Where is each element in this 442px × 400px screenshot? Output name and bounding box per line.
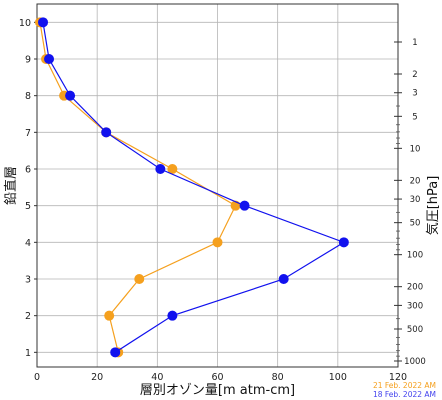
x-tick-label: 120 <box>389 372 407 383</box>
series-2-point <box>44 54 55 64</box>
series-1-point <box>212 237 223 248</box>
pressure-tick-label: 1 <box>412 38 417 48</box>
pressure-tick-label: 2 <box>412 70 417 80</box>
y-tick-label: 7 <box>25 128 31 139</box>
series-2-point <box>278 274 289 284</box>
pressure-axis-label: 気圧[hPa] <box>425 176 441 236</box>
pressure-tick-label: 3 <box>412 89 417 99</box>
chart-marks <box>35 17 349 358</box>
axis-ticks: 0 20 40 60 80 100 120 1 2 3 4 5 6 7 8 9 10 1 2 3 5 10 20 30 50 10… <box>19 18 426 383</box>
series-2-point <box>110 347 121 358</box>
y-tick-label: 10 <box>19 18 31 29</box>
y-tick-label: 4 <box>25 238 31 249</box>
series-2-point <box>239 200 250 211</box>
pressure-tick-label: 100 <box>407 251 423 261</box>
legend-entry-1: 21 Feb. 2022 AM <box>373 381 436 390</box>
series-1-point <box>134 274 145 284</box>
x-tick-label: 40 <box>151 372 163 383</box>
series-line-1 <box>39 22 237 353</box>
x-tick-label: 0 <box>34 372 40 383</box>
series-2-point <box>338 237 349 248</box>
series-line-2 <box>42 22 346 353</box>
x-tick-label: 60 <box>211 372 223 383</box>
grid-lines <box>36 4 399 367</box>
series-1-point <box>104 310 115 321</box>
pressure-tick-label: 10 <box>410 144 421 154</box>
pressure-tick-label: 200 <box>407 283 423 293</box>
y-tick-label: 3 <box>25 275 31 286</box>
y-tick-label: 2 <box>25 311 31 322</box>
y-tick-label: 5 <box>25 201 31 212</box>
series-2-point <box>167 310 178 321</box>
pressure-tick-label: 1000 <box>404 357 426 367</box>
plot-frame <box>36 3 399 368</box>
pressure-tick-label: 30 <box>410 195 421 205</box>
y-tick-label: 6 <box>25 165 31 176</box>
legend-entry-2: 18 Feb. 2022 AM <box>373 390 436 399</box>
series-2-point <box>38 17 49 28</box>
pressure-tick-label: 5 <box>412 112 417 122</box>
series-2-point <box>155 164 166 174</box>
pressure-tick-label: 20 <box>410 176 421 186</box>
y-tick-label: 9 <box>25 55 31 66</box>
x-tick-label: 100 <box>329 372 347 383</box>
pressure-tick-label: 300 <box>407 301 423 311</box>
series-2-point <box>65 90 76 101</box>
series-1-point <box>167 164 178 174</box>
pressure-tick-label: 50 <box>410 219 421 229</box>
y-axis-label: 鉛直層 <box>4 166 19 205</box>
y-tick-label: 8 <box>25 91 31 102</box>
x-axis-label: 層別オゾン量[m atm-cm] <box>140 383 295 398</box>
x-tick-label: 20 <box>91 372 103 383</box>
x-tick-label: 80 <box>272 372 284 383</box>
pressure-tick-label: 500 <box>407 325 423 335</box>
y-tick-label: 1 <box>25 348 31 359</box>
series-2-point <box>101 127 112 138</box>
